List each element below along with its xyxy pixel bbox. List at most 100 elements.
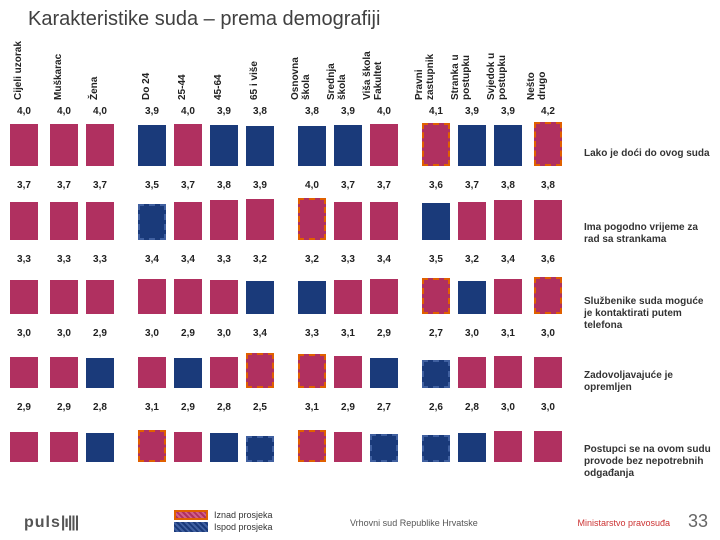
bar-cell: 3,1 (334, 330, 362, 388)
bar-value: 3,7 (8, 180, 40, 191)
bar-value: 3,1 (492, 328, 524, 339)
bar-cell: 4,0 (10, 108, 38, 166)
bar-cell: 3,6 (534, 256, 562, 314)
bar-cell: 3,0 (210, 330, 238, 388)
bar-value: 3,2 (244, 254, 276, 265)
bar-value: 2,8 (456, 402, 488, 413)
bar-cell: 4,0 (50, 108, 78, 166)
bar-cell: 2,9 (334, 404, 362, 462)
footer-mid: Vrhovni sud Republike Hrvatske (350, 518, 478, 528)
bar-value: 4,0 (296, 180, 328, 191)
bar-cell: 3,4 (370, 256, 398, 314)
bar-cell: 3,9 (210, 108, 238, 166)
legend-swatch-above (174, 510, 208, 520)
bar-value: 2,8 (208, 402, 240, 413)
bar-cell: 3,3 (210, 256, 238, 314)
bar-cell: 2,7 (422, 330, 450, 388)
bar-cell: 3,0 (10, 330, 38, 388)
legend: Iznad prosjeka Ispod prosjeka (174, 510, 273, 534)
bar-cell: 4,0 (298, 182, 326, 240)
bar-value: 2,9 (172, 402, 204, 413)
bar-cell: 3,7 (458, 182, 486, 240)
bar-cell: 3,0 (534, 404, 562, 462)
bar-value: 2,7 (420, 328, 452, 339)
bar-cell: 3,8 (298, 108, 326, 166)
bar-value: 3,1 (332, 328, 364, 339)
row-label: Lako je doći do ovog suda (584, 148, 714, 160)
bar-value: 2,8 (84, 402, 116, 413)
bar-cell: 3,1 (494, 330, 522, 388)
bar-value: 3,7 (456, 180, 488, 191)
bar-value: 3,4 (244, 328, 276, 339)
bar-cell: 3,9 (334, 108, 362, 166)
bar-value: 3,9 (332, 106, 364, 117)
bar-value: 3,1 (296, 402, 328, 413)
bar-cell: 2,9 (174, 404, 202, 462)
bar-cell: 4,0 (370, 108, 398, 166)
bar-cell: 3,8 (534, 182, 562, 240)
bar-value: 3,7 (84, 180, 116, 191)
bar-value: 2,9 (84, 328, 116, 339)
bar-cell: 3,0 (494, 404, 522, 462)
bar-cell: 3,3 (86, 256, 114, 314)
bar-value: 2,6 (420, 402, 452, 413)
bar-value: 3,3 (332, 254, 364, 265)
bar-value: 4,0 (84, 106, 116, 117)
bar-value: 4,2 (532, 106, 564, 117)
bar-value: 3,0 (456, 328, 488, 339)
bar-cell: 3,4 (174, 256, 202, 314)
bar-value: 2,9 (172, 328, 204, 339)
bar-cell: 3,3 (334, 256, 362, 314)
bar-value: 3,4 (492, 254, 524, 265)
column-header: Viša škola Fakultet (370, 36, 398, 100)
bar-value: 3,9 (208, 106, 240, 117)
bar-cell: 2,8 (210, 404, 238, 462)
bar-value: 4,0 (48, 106, 80, 117)
bar-cell: 3,2 (298, 256, 326, 314)
bar-value: 3,3 (84, 254, 116, 265)
bar-value: 3,0 (48, 328, 80, 339)
page-number: 33 (688, 511, 708, 532)
bar-value: 3,4 (172, 254, 204, 265)
column-header: Osnovna škola (298, 36, 326, 100)
legend-label-below: Ispod prosjeka (214, 522, 273, 532)
bar-value: 3,9 (136, 106, 168, 117)
column-header: Nešto drugo (534, 36, 562, 100)
row-label: Postupci se na ovom sudu provode bez nep… (584, 444, 714, 480)
bar-cell: 2,9 (10, 404, 38, 462)
bar-cell: 2,8 (86, 404, 114, 462)
bar-value: 3,0 (532, 328, 564, 339)
bar-cell: 3,0 (458, 330, 486, 388)
bar-cell: 3,7 (334, 182, 362, 240)
column-header: Srednja škola (334, 36, 362, 100)
bar-value: 2,9 (368, 328, 400, 339)
bar-value: 3,0 (208, 328, 240, 339)
column-header: Žena (86, 36, 114, 100)
bar-value: 3,8 (492, 180, 524, 191)
bar-cell: 3,8 (246, 108, 274, 166)
bar-cell: 4,0 (86, 108, 114, 166)
bar-value: 3,2 (296, 254, 328, 265)
page-title: Karakteristike suda – prema demografiji (0, 0, 720, 33)
bar-value: 3,0 (492, 402, 524, 413)
bar-value: 3,8 (296, 106, 328, 117)
column-header: Pravni zastupnik (422, 36, 450, 100)
bar-cell: 4,1 (422, 108, 450, 166)
bar-cell: 3,5 (422, 256, 450, 314)
bar-value: 3,1 (136, 402, 168, 413)
bar-cell: 4,2 (534, 108, 562, 166)
bar-value: 4,0 (172, 106, 204, 117)
column-header: 25-44 (174, 36, 202, 100)
bar-value: 3,9 (456, 106, 488, 117)
bar-value: 3,3 (8, 254, 40, 265)
legend-swatch-below (174, 522, 208, 532)
bar-value: 3,3 (296, 328, 328, 339)
logo: puls|ı||| (24, 514, 78, 532)
bar-cell: 3,2 (246, 256, 274, 314)
bar-value: 2,9 (332, 402, 364, 413)
legend-label-above: Iznad prosjeka (214, 510, 273, 520)
bar-cell: 3,0 (50, 330, 78, 388)
column-header: 65 i više (246, 36, 274, 100)
bar-cell: 2,9 (50, 404, 78, 462)
chart-area: Cijeli uzorakMuškaracŽenaDo 2425-4445-64… (10, 36, 578, 456)
